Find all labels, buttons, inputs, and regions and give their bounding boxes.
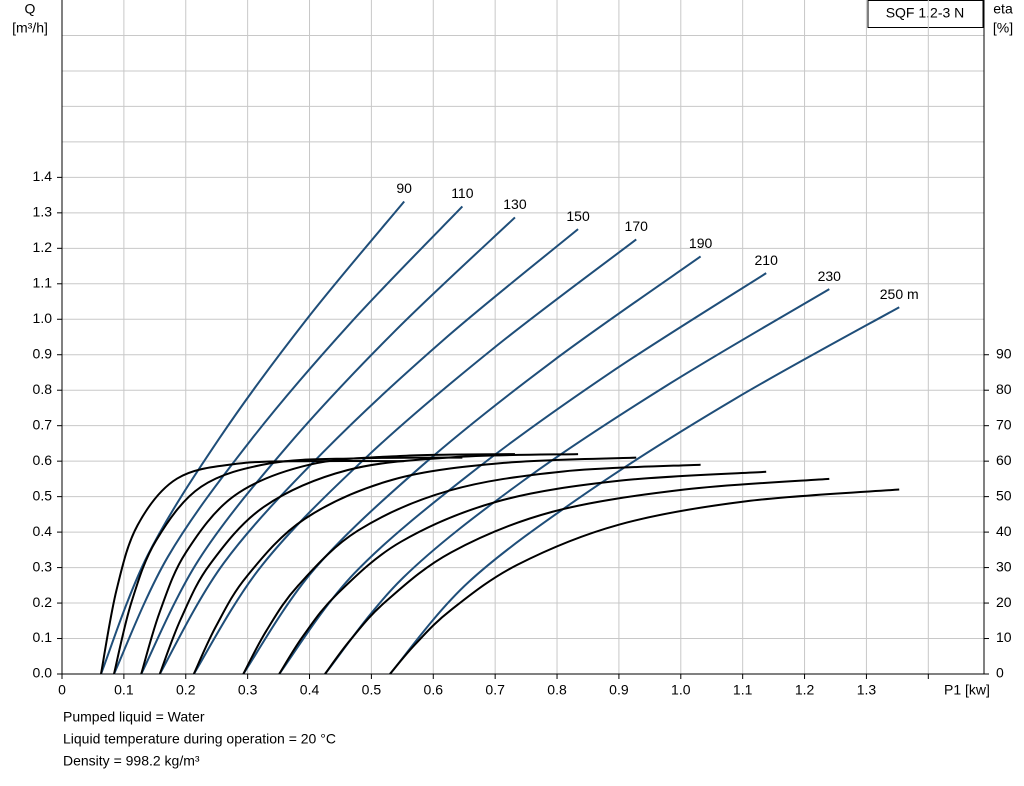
x-tick-label: 0 (58, 682, 66, 698)
curve-label: 250 m (880, 286, 919, 302)
y-tick-label: 0.1 (33, 629, 53, 645)
y-tick-label: 0.0 (33, 665, 53, 681)
efficiency-curve (140, 453, 515, 675)
flow-curve (324, 288, 830, 675)
curve-label: 230 (818, 268, 842, 284)
y-tick-label: 0.3 (33, 558, 53, 574)
x-tick-label: 1.1 (733, 682, 753, 698)
y-axis-label: Q (25, 1, 36, 17)
y2-tick-label: 50 (996, 487, 1012, 503)
x-tick-label: 0.9 (609, 682, 629, 698)
curve-label: 170 (625, 218, 649, 234)
y2-tick-label: 70 (996, 416, 1012, 432)
y-tick-label: 1.4 (33, 168, 53, 184)
y2-tick-label: 80 (996, 381, 1012, 397)
y-tick-label: 0.5 (33, 487, 53, 503)
x-tick-label: 0.1 (114, 682, 134, 698)
flow-curve (158, 228, 579, 675)
y-tick-label: 0.2 (33, 594, 53, 610)
curve-label: 130 (503, 196, 527, 212)
efficiency-curve (100, 459, 405, 675)
x-tick-label: 1.0 (671, 682, 691, 698)
curve-label: 150 (566, 208, 590, 224)
curve-label: 110 (451, 185, 474, 201)
note: Density = 998.2 kg/m³ (63, 753, 200, 769)
flow-curve (242, 255, 702, 675)
y2-axis-unit: [%] (993, 20, 1013, 36)
y-tick-label: 0.4 (33, 523, 53, 539)
y-axis-unit: [m³/h] (12, 20, 48, 36)
x-tick-label: 1.3 (857, 682, 877, 698)
y-tick-label: 0.7 (33, 416, 53, 432)
title-box (867, 0, 984, 28)
y-tick-label: 0.9 (33, 345, 53, 361)
x-tick-label: 1.2 (795, 682, 815, 698)
y2-tick-label: 10 (996, 629, 1012, 645)
y2-tick-label: 20 (996, 594, 1012, 610)
efficiency-curve (324, 477, 830, 675)
efficiency-curve (158, 453, 579, 675)
flow-curve (113, 205, 464, 675)
y2-tick-label: 90 (996, 345, 1012, 361)
x-tick-label: 0.3 (238, 682, 258, 698)
chart-title: SQF 1.2-3 N (886, 5, 965, 21)
efficiency-curve (192, 456, 637, 675)
flow-curve (389, 306, 900, 675)
x-tick-label: 0.6 (424, 682, 444, 698)
flow-curve (140, 216, 516, 675)
y-tick-label: 0.6 (33, 452, 53, 468)
y-tick-label: 1.1 (33, 274, 53, 290)
x-axis-label: P1 [kw] (944, 682, 990, 698)
flow-curve (192, 238, 637, 675)
y-tick-label: 1.2 (33, 239, 53, 255)
y-tick-label: 1.0 (33, 310, 53, 326)
x-tick-label: 0.8 (547, 682, 567, 698)
note: Liquid temperature during operation = 20… (63, 731, 336, 747)
x-tick-label: 0.7 (485, 682, 505, 698)
y2-tick-label: 0 (996, 665, 1004, 681)
curve-label: 90 (396, 180, 412, 196)
y-tick-label: 1.3 (33, 204, 53, 220)
flow-curve (100, 200, 405, 675)
curve-label: 210 (755, 252, 779, 268)
curve-label: 190 (689, 235, 713, 251)
x-tick-label: 0.5 (362, 682, 382, 698)
efficiency-curve (278, 470, 767, 675)
note: Pumped liquid = Water (63, 709, 205, 725)
y2-tick-label: 40 (996, 523, 1012, 539)
y2-tick-label: 30 (996, 558, 1012, 574)
y2-tick-label: 60 (996, 452, 1012, 468)
efficiency-curve (242, 463, 701, 675)
y-tick-label: 0.8 (33, 381, 53, 397)
x-tick-label: 0.2 (176, 682, 196, 698)
efficiency-curve (389, 488, 900, 675)
x-tick-label: 0.4 (300, 682, 320, 698)
y2-axis-label: eta (993, 1, 1013, 17)
